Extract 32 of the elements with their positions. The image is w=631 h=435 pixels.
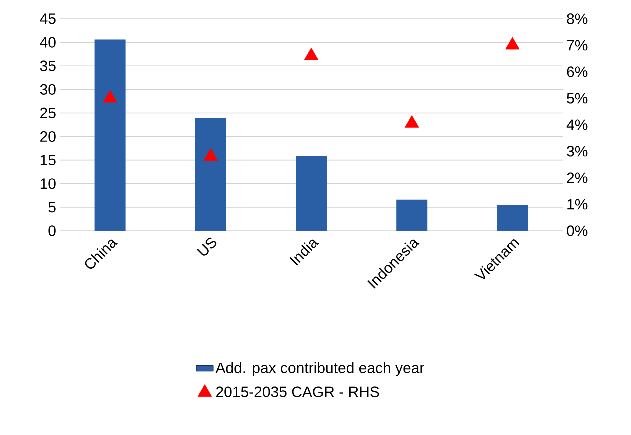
point: [404, 115, 420, 128]
bar: [497, 206, 528, 231]
legend-label: Add. pax contributed each year: [216, 362, 424, 376]
y-tick-label: 45: [40, 14, 56, 24]
point: [304, 48, 319, 60]
y2-tick-label: 6%: [567, 66, 588, 78]
y2-tick-label: 4%: [566, 120, 588, 130]
y2-tick-label: 3%: [567, 146, 588, 157]
y-tick-label: 35: [40, 60, 56, 72]
bar: [94, 40, 126, 231]
legend-label: 2015-2035 CAGR - RHS: [216, 386, 380, 398]
x-tick-label: US: [197, 238, 217, 256]
y2-tick-label: 1%: [568, 199, 588, 210]
y2-tick-label: 8%: [567, 14, 588, 24]
y2-tick-label: 7%: [567, 40, 588, 51]
y-tick-label: 20: [40, 131, 56, 142]
bar: [296, 156, 328, 231]
y-tick-label: 25: [40, 108, 56, 119]
y-tick-label: 5: [48, 202, 56, 213]
bar: [195, 118, 226, 231]
y-tick-label: 30: [40, 84, 56, 95]
bar: [396, 200, 428, 231]
y-tick-label: 15: [40, 155, 56, 166]
y-tick-label: 0: [48, 226, 56, 236]
point: [506, 37, 520, 50]
point: [103, 90, 118, 103]
y-tick-label: 10: [40, 178, 56, 190]
y2-tick-label: 2%: [567, 172, 588, 184]
y-tick-label: 40: [40, 37, 56, 48]
y2-tick-label: 0%: [567, 226, 588, 236]
y2-tick-label: 5%: [567, 93, 588, 104]
point: [204, 148, 218, 161]
